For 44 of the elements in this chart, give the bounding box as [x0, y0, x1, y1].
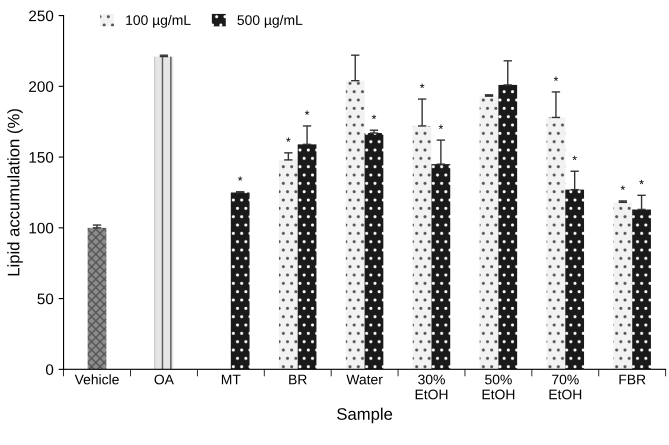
x-tick-label: OA — [154, 374, 174, 384]
bar — [230, 192, 250, 370]
bar — [432, 164, 450, 370]
bar — [613, 202, 632, 370]
y-tick-label: 200 — [29, 81, 54, 92]
bar — [498, 84, 518, 370]
x-tick-label: MT — [222, 374, 241, 384]
x-tick-label: 50% EtOH — [482, 374, 514, 400]
legend-label: 100 µg/mL — [126, 14, 191, 28]
x-tick-label: 30% EtOH — [416, 374, 448, 400]
y-tick-label: 50 — [37, 293, 54, 304]
bar — [298, 144, 316, 370]
data-label: * — [304, 110, 310, 115]
data-label: * — [572, 156, 577, 160]
bar — [412, 126, 432, 370]
data-label: * — [438, 124, 444, 130]
x-tick-label: Water — [346, 374, 383, 384]
y-tick-label: 250 — [29, 10, 54, 22]
data-label: * — [420, 84, 424, 88]
x-tick-label: FBR — [619, 374, 646, 384]
bar — [546, 117, 566, 370]
bar — [154, 56, 174, 370]
y-tick-label: 0 — [46, 364, 54, 376]
data-label: * — [554, 76, 558, 81]
x-tick-label: Vehicle — [74, 374, 119, 384]
data-label: * — [372, 114, 376, 120]
bar — [364, 133, 384, 370]
x-tick-label: BR — [289, 374, 307, 384]
bar — [346, 80, 365, 370]
bar — [565, 190, 584, 370]
legend-label: 500 µg/mL — [237, 14, 302, 28]
data-label: * — [238, 176, 242, 181]
x-tick-label: 70% EtOH — [549, 374, 582, 400]
data-label: * — [639, 180, 644, 184]
bar — [278, 160, 298, 370]
bar — [480, 96, 498, 370]
data-label: * — [286, 137, 291, 142]
bar — [88, 228, 106, 370]
y-tick-label: 100 — [30, 222, 54, 234]
data-label: * — [620, 186, 626, 190]
y-tick-label: 150 — [30, 152, 54, 163]
x-axis-title: Sample — [337, 408, 392, 424]
bar — [632, 209, 651, 370]
y-axis-title: Lipid accumulation (%) — [7, 109, 23, 276]
